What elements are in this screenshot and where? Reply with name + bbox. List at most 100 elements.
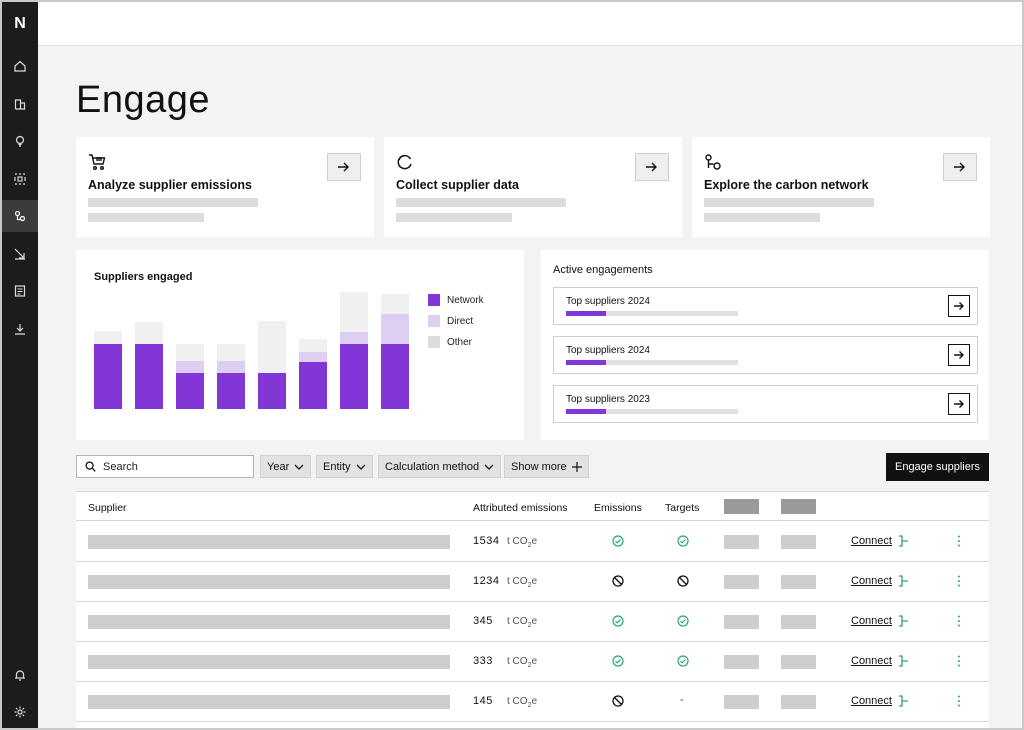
emissions-unit: t CO2e: [507, 696, 538, 709]
engage-suppliers-button[interactable]: Engage suppliers: [886, 453, 989, 481]
bar-network-1[interactable]: [94, 344, 122, 409]
table-row[interactable]: [76, 722, 989, 728]
engagement-item[interactable]: Top suppliers 2024: [553, 336, 978, 374]
check-circle-icon: [612, 655, 624, 667]
sidebar-item-home[interactable]: [2, 50, 38, 82]
sidebar-item-network[interactable]: [2, 200, 38, 232]
bar-network-6[interactable]: [299, 362, 327, 409]
attributed-emissions-value: 345: [473, 615, 493, 627]
table-toolbar: Search Year Entity Calculation method Sh…: [76, 453, 989, 481]
connect-link[interactable]: Connect: [851, 575, 892, 587]
table-row[interactable]: 145 t CO2e - Connect: [76, 682, 989, 722]
filter-calculation-method[interactable]: Calculation method: [378, 455, 502, 478]
open-engagement-button[interactable]: [948, 295, 970, 317]
home-icon: [14, 60, 26, 72]
sidebar: N: [2, 2, 38, 728]
header-targets[interactable]: Targets: [665, 502, 700, 514]
connect-link[interactable]: Connect: [851, 695, 892, 707]
legend-swatch: [428, 294, 440, 306]
lightbulb-icon: [15, 135, 25, 147]
app-logo[interactable]: N: [14, 15, 26, 32]
more-options-icon[interactable]: [956, 694, 962, 708]
attributed-emissions-value: 333: [473, 655, 493, 667]
bar-direct-7[interactable]: [340, 332, 368, 344]
show-more-filters[interactable]: Show more: [504, 455, 589, 478]
bar-other-8[interactable]: [381, 294, 409, 314]
check-circle-icon: [612, 535, 624, 547]
bar-network-4[interactable]: [217, 373, 245, 409]
more-options-icon[interactable]: [956, 614, 962, 628]
legend-swatch: [428, 336, 440, 348]
engagements-title: Active engagements: [553, 264, 653, 276]
connect-icon: [899, 655, 908, 667]
engagement-item[interactable]: Top suppliers 2023: [553, 385, 978, 423]
header-emissions[interactable]: Emissions: [594, 502, 642, 514]
bar-network-5[interactable]: [258, 373, 286, 409]
bar-other-6[interactable]: [299, 339, 327, 352]
arrow-right-icon: [953, 302, 964, 310]
engagement-progress-fill: [566, 360, 606, 365]
engagement-item[interactable]: Top suppliers 2024: [553, 287, 978, 325]
bar-direct-8[interactable]: [381, 314, 409, 344]
table-row[interactable]: 345 t CO2e Connect: [76, 602, 989, 642]
table-row[interactable]: 1534 t CO2e Connect: [76, 522, 989, 562]
quick-card-analyze[interactable]: Analyze supplier emissions: [76, 137, 374, 237]
connect-link[interactable]: Connect: [851, 655, 892, 667]
quick-card-collect[interactable]: Collect supplier data: [384, 137, 682, 237]
table-row[interactable]: 333 t CO2e Connect: [76, 642, 989, 682]
bar-network-3[interactable]: [176, 373, 204, 409]
bar-other-5[interactable]: [258, 321, 286, 373]
sidebar-item-download[interactable]: [2, 313, 38, 345]
bar-network-8[interactable]: [381, 344, 409, 409]
filter-year[interactable]: Year: [260, 455, 312, 478]
header-attributed-emissions[interactable]: Attributed emissions: [473, 502, 568, 514]
filter-entity[interactable]: Entity: [316, 455, 373, 478]
sidebar-item-buildings[interactable]: [2, 88, 38, 120]
plus-icon: [571, 461, 582, 472]
open-analyze-button[interactable]: [327, 153, 361, 181]
bar-other-1[interactable]: [94, 331, 122, 344]
filter-label: Year: [267, 460, 290, 473]
more-options-icon[interactable]: [956, 654, 962, 668]
header-placeholder: [724, 499, 759, 514]
bar-other-2[interactable]: [135, 322, 163, 344]
cell-placeholder: [724, 695, 759, 709]
more-options-icon[interactable]: [956, 574, 962, 588]
bar-network-2[interactable]: [135, 344, 163, 409]
bar-other-4[interactable]: [217, 344, 245, 361]
sidebar-item-gear[interactable]: [2, 696, 38, 728]
header-supplier[interactable]: Supplier: [88, 502, 127, 514]
search-input[interactable]: Search: [76, 455, 254, 478]
sidebar-item-frame[interactable]: [2, 163, 38, 195]
arrow-right-icon: [953, 351, 964, 359]
attributed-emissions-value: 1234: [473, 575, 500, 587]
sidebar-item-trend[interactable]: [2, 238, 38, 270]
check-circle-icon: [677, 535, 689, 547]
quick-card-explore[interactable]: Explore the carbon network: [692, 137, 990, 237]
bar-other-7[interactable]: [340, 292, 368, 332]
connect-link[interactable]: Connect: [851, 615, 892, 627]
open-engagement-button[interactable]: [948, 344, 970, 366]
trend-icon: [14, 248, 25, 260]
connect-icon: [899, 695, 908, 707]
sidebar-item-lightbulb[interactable]: [2, 125, 38, 157]
table-row[interactable]: 1234 t CO2e Connect: [76, 562, 989, 602]
sidebar-item-bell[interactable]: [2, 659, 38, 691]
bar-direct-3[interactable]: [176, 361, 204, 373]
bar-network-7[interactable]: [340, 344, 368, 409]
bar-direct-6[interactable]: [299, 352, 327, 362]
cell-placeholder: [724, 615, 759, 629]
open-engagement-button[interactable]: [948, 393, 970, 415]
legend-item-network: Network: [428, 290, 484, 310]
legend-item-direct: Direct: [428, 311, 484, 331]
bar-other-3[interactable]: [176, 344, 204, 361]
open-collect-button[interactable]: [635, 153, 669, 181]
quick-card-title: Explore the carbon network: [704, 178, 869, 192]
connect-link[interactable]: Connect: [851, 535, 892, 547]
sidebar-item-document[interactable]: [2, 275, 38, 307]
open-explore-button[interactable]: [943, 153, 977, 181]
more-options-icon[interactable]: [956, 534, 962, 548]
bar-direct-4[interactable]: [217, 361, 245, 373]
engagement-label: Top suppliers 2023: [566, 394, 650, 405]
arrow-right-icon: [338, 162, 349, 172]
